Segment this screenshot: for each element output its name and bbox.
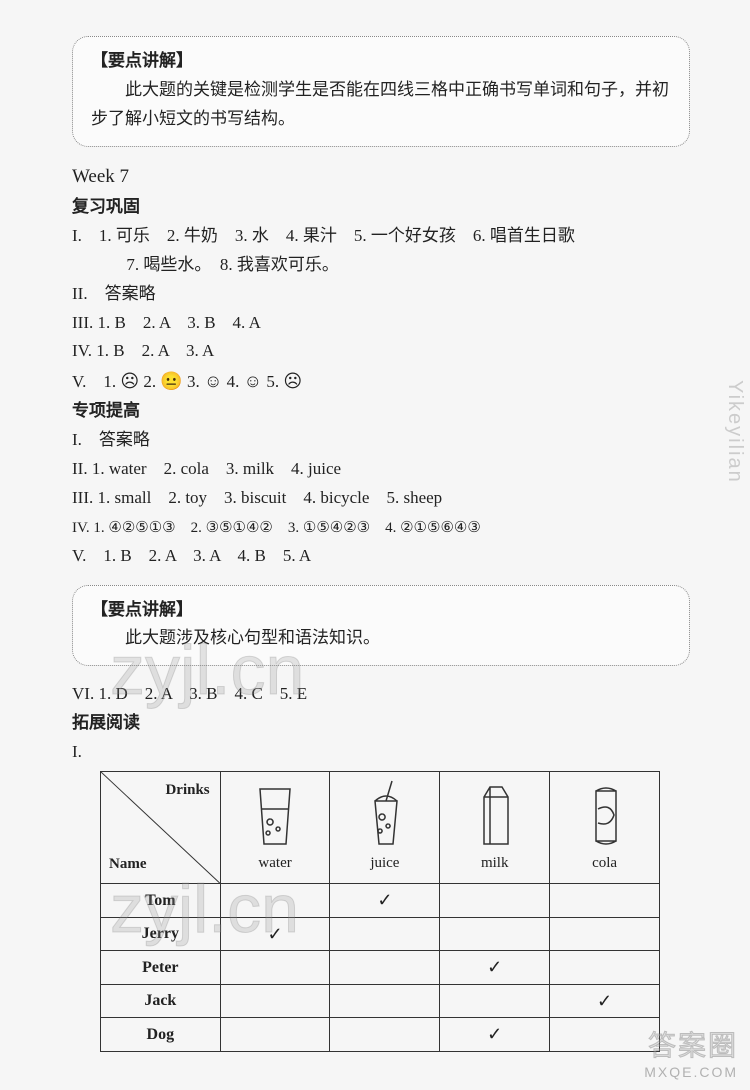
spec-I: I. 答案略	[72, 426, 690, 455]
section-special: 专项提高	[72, 397, 690, 426]
emoji-sad-icon: ☹	[120, 371, 139, 391]
ans-III: III. 1. B 2. A 3. B 4. A	[72, 309, 690, 338]
cell	[330, 1018, 440, 1052]
ans-V-2: 2.	[143, 372, 156, 391]
cell: ✓	[440, 1018, 550, 1052]
ans-II: II. 答案略	[72, 280, 690, 309]
ans-V-3: 3.	[187, 372, 200, 391]
emoji-happy-icon: ☺	[244, 371, 262, 391]
emoji-happy-icon: ☺	[204, 371, 222, 391]
table-row: Jerry ✓	[101, 917, 660, 951]
callout-1: 【要点讲解】 此大题的关键是检测学生是否能在四线三格中正确书写单词和句子，并初步…	[72, 36, 690, 147]
spec-IV: IV. 1. ④②⑤①③ 2. ③⑤①④② 3. ①⑤④②③ 4. ②①⑤⑥④③	[72, 513, 690, 542]
row-name: Jack	[101, 984, 221, 1018]
callout-2-body: 此大题涉及核心句型和语法知识。	[91, 624, 671, 653]
page: 【要点讲解】 此大题的关键是检测学生是否能在四线三格中正确书写单词和句子，并初步…	[0, 0, 750, 1082]
milk-carton-icon	[460, 779, 530, 849]
table-row: Jack ✓	[101, 984, 660, 1018]
row-name: Dog	[101, 1018, 221, 1052]
week-heading: Week 7	[72, 161, 690, 193]
callout-2-title: 【要点讲解】	[91, 596, 671, 625]
ans-I-line1: I. 1. 可乐 2. 牛奶 3. 水 4. 果汁 5. 一个好女孩 6. 唱首…	[72, 222, 690, 251]
cell	[440, 917, 550, 951]
drink-label: milk	[440, 851, 549, 877]
spec-V: V. 1. B 2. A 3. A 4. B 5. A	[72, 542, 690, 571]
cell	[220, 1018, 330, 1052]
cell	[330, 951, 440, 985]
cell	[440, 884, 550, 918]
juice-cup-icon	[350, 779, 420, 849]
watermark-corner-big: 答案圈	[644, 1024, 738, 1064]
spec-II: II. 1. water 2. cola 3. milk 4. juice	[72, 455, 690, 484]
cell	[550, 884, 660, 918]
table-header-row: Drinks Name water juice milk cola	[101, 772, 660, 884]
diag-header-cell: Drinks Name	[101, 772, 221, 884]
emoji-neutral-icon: 😐	[160, 371, 182, 391]
reading-I: I.	[72, 742, 82, 761]
drink-header-milk: milk	[440, 772, 550, 884]
drink-label: cola	[550, 851, 659, 877]
callout-1-body: 此大题的关键是检测学生是否能在四线三格中正确书写单词和句子，并初步了解小短文的书…	[91, 76, 671, 134]
emoji-sad-icon: ☹	[283, 371, 302, 391]
diag-bottom-label: Name	[109, 852, 147, 878]
watermark-side: Yikeyilian	[723, 380, 746, 484]
row-name: Jerry	[101, 917, 221, 951]
cell	[220, 884, 330, 918]
ans-I-line2: 7. 喝些水。 8. 我喜欢可乐。	[72, 251, 690, 280]
drink-label: juice	[330, 851, 439, 877]
ans-V: V. 1. ☹ 2. 😐 3. ☺ 4. ☺ 5. ☹	[72, 366, 690, 397]
cola-can-icon	[570, 779, 640, 849]
watermark-corner-small: MXQE.COM	[644, 1064, 738, 1080]
cell	[440, 984, 550, 1018]
ans-V-4: 4.	[227, 372, 240, 391]
table-row: Dog ✓	[101, 1018, 660, 1052]
cell: ✓	[440, 951, 550, 985]
row-name: Peter	[101, 951, 221, 985]
cell	[330, 917, 440, 951]
drink-header-cola: cola	[550, 772, 660, 884]
cell	[220, 984, 330, 1018]
water-glass-icon	[240, 779, 310, 849]
spec-VI: VI. 1. D 2. A 3. B 4. C 5. E	[72, 680, 690, 709]
table-row: Peter ✓	[101, 951, 660, 985]
diag-top-label: Drinks	[165, 778, 209, 804]
ans-V-prefix: V. 1.	[72, 372, 116, 391]
row-name: Tom	[101, 884, 221, 918]
section-reading: 拓展阅读	[72, 709, 690, 738]
section-review: 复习巩固	[72, 193, 690, 222]
ans-V-5: 5.	[266, 372, 279, 391]
callout-1-title: 【要点讲解】	[91, 47, 671, 76]
drink-label: water	[221, 851, 330, 877]
spec-III: III. 1. small 2. toy 3. biscuit 4. bicyc…	[72, 484, 690, 513]
drink-header-juice: juice	[330, 772, 440, 884]
drinks-table-wrap: Drinks Name water juice milk cola	[72, 771, 690, 1052]
table-row: Tom ✓	[101, 884, 660, 918]
cell: ✓	[220, 917, 330, 951]
cell	[330, 984, 440, 1018]
watermark-corner: 答案圈 MXQE.COM	[644, 1024, 738, 1080]
cell: ✓	[550, 984, 660, 1018]
ans-IV: IV. 1. B 2. A 3. A	[72, 337, 690, 366]
drinks-table: Drinks Name water juice milk cola	[100, 771, 660, 1052]
cell	[220, 951, 330, 985]
cell: ✓	[330, 884, 440, 918]
cell	[550, 951, 660, 985]
callout-2: 【要点讲解】 此大题涉及核心句型和语法知识。	[72, 585, 690, 667]
drink-header-water: water	[220, 772, 330, 884]
cell	[550, 917, 660, 951]
cell	[550, 1018, 660, 1052]
